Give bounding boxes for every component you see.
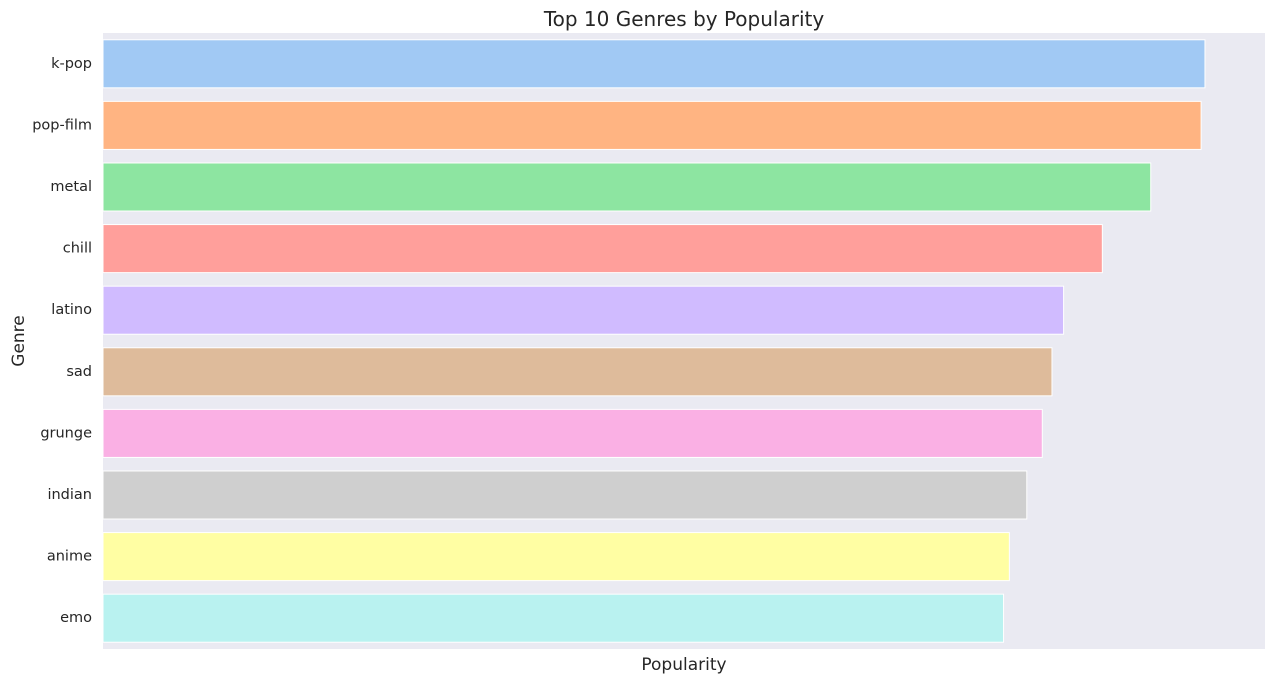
y-tick-label-anime: anime [47,549,92,565]
bar-pop-film [102,100,1202,150]
bar-anime [102,532,1010,582]
chart-title: Top 10 Genres by Popularity [543,7,825,31]
y-tick-label-k-pop: k-pop [51,56,92,72]
bar-latino [102,285,1065,335]
y-tick-label-metal: metal [50,179,92,195]
x-axis-label: Popularity [641,655,726,675]
bar-indian [102,470,1028,520]
y-tick-label-indian: indian [47,487,92,503]
y-tick-label-latino: latino [51,302,92,318]
y-tick-label-pop-film: pop-film [32,117,92,133]
y-tick-labels: k-pop pop-film metal chill latino sad grunge in… [32,56,92,626]
bar-metal [102,162,1152,212]
y-axis-label: Genre [9,315,29,366]
y-tick-label-sad: sad [66,364,92,380]
bar-k-pop [102,39,1206,89]
bar-grunge [102,408,1043,458]
y-tick-label-chill: chill [63,241,92,257]
y-tick-label-emo: emo [60,610,92,626]
bar-chill [102,224,1103,274]
bar-sad [102,347,1053,397]
bars-group [102,39,1206,643]
bar-emo [102,593,1005,643]
y-tick-label-grunge: grunge [40,425,92,441]
